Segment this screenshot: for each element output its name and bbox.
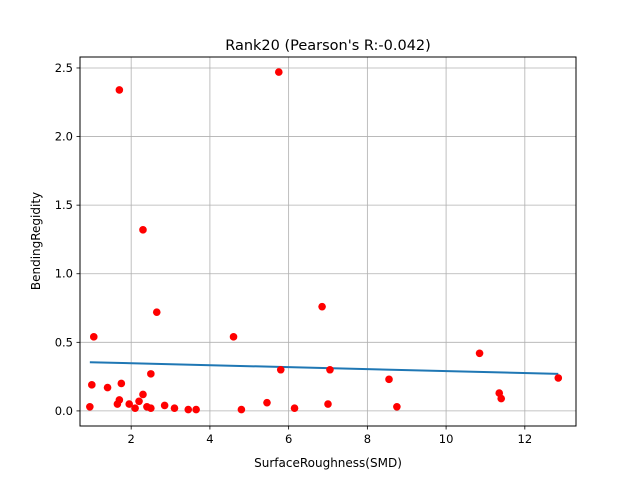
plot-frame [79,56,577,427]
data-point [125,400,134,408]
data-point [170,404,179,412]
y-axis-label: BendingRegidity [29,192,43,290]
data-point [326,365,334,374]
y-tick-label: 1.5 [55,198,73,212]
data-point [318,302,326,311]
data-point [139,226,147,234]
data-point [554,374,563,382]
data-point [274,68,283,76]
axis-ticks: 2 4 6 8 10 12 0.0 0.5 1.0 1.5 2.0 2.5 [55,61,532,446]
data-point [290,404,299,412]
data-point [385,375,393,384]
grid [80,57,576,426]
y-tick-label: 0.5 [55,335,73,349]
y-tick-label: 2.5 [55,61,73,75]
data-point [497,394,506,403]
data-point [184,405,193,414]
x-axis-label: SurfaceRoughness(SMD) [254,456,402,470]
data-point [152,308,161,316]
x-tick-label: 10 [439,432,454,446]
data-point [147,370,155,378]
data-point [276,365,285,374]
data-points [86,68,563,414]
data-point [117,379,126,388]
y-tick-label: 1.0 [55,267,73,281]
data-point [113,400,122,408]
x-tick-label: 8 [364,432,371,446]
y-tick-label: 2.0 [55,130,73,144]
data-point [192,405,200,414]
data-point [86,402,94,411]
y-tick-label: 0.0 [55,404,73,418]
x-tick-label: 4 [206,432,213,446]
data-point [229,333,238,341]
data-point [147,404,155,412]
fit-line-layer [89,361,559,375]
data-point [160,401,169,410]
x-tick-label: 12 [518,432,533,446]
data-point [139,390,147,399]
data-point [324,400,332,408]
data-point [88,381,96,389]
data-point [393,402,401,411]
data-point [115,86,124,94]
data-point [263,398,271,407]
data-point [103,383,112,392]
data-point [237,405,246,414]
chart-title: Rank20 (Pearson's R:-0.042) [225,38,431,54]
data-point [475,349,484,358]
data-point [131,404,139,412]
regression-fit-line [89,361,559,375]
data-point [135,397,143,406]
x-tick-label: 2 [128,432,135,446]
data-point [89,333,98,341]
x-tick-label: 6 [285,432,292,446]
